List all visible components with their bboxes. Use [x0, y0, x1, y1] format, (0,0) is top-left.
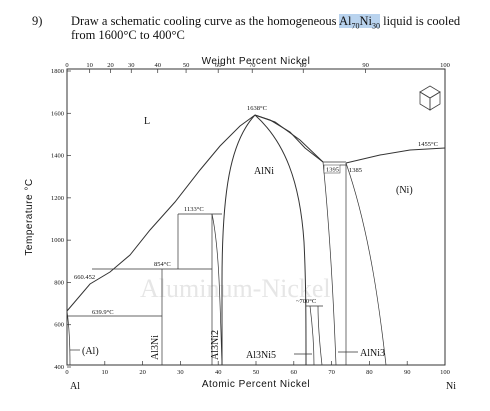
label-liquid: L — [144, 116, 150, 127]
bottom-tick-label: 70 — [328, 369, 335, 376]
top-axis-title: Weight Percent Nickel — [202, 56, 311, 67]
highlighted-composition: Al70Ni30 — [338, 14, 380, 31]
temp-639: 639.9°C — [92, 309, 114, 316]
left-element-label: Al — [70, 381, 80, 392]
alni-left-boundary — [221, 114, 256, 365]
top-tick-label: 50 — [183, 62, 190, 69]
temp-1455: 1455°C — [418, 141, 438, 148]
temp-854: 854°C — [154, 261, 171, 268]
ni-solvus — [345, 162, 387, 366]
y-tick-label: 1200 — [51, 195, 64, 202]
top-tick-label: 20 — [107, 62, 114, 69]
y-axis-title: Temperature °C — [24, 178, 35, 255]
alni-liquid-boundary-right — [254, 114, 324, 163]
plot-frame — [66, 68, 446, 366]
label-al3ni5: Al3Ni5 — [246, 350, 276, 361]
bottom-tick-label: 40 — [215, 369, 222, 376]
label-al3ni2: Al3Ni2 — [210, 330, 221, 360]
label-ni-phase: (Ni) — [396, 185, 413, 196]
top-tick-label: 40 — [154, 62, 161, 69]
box-1395 — [323, 164, 341, 174]
question-number: 9) — [32, 14, 43, 28]
liquidus-ni-side — [345, 147, 446, 164]
bottom-tick-label: 90 — [404, 369, 411, 376]
label-alni3: AlNi3 — [360, 348, 385, 359]
y-tick-label: 600 — [54, 322, 64, 329]
bottom-tick-label: 10 — [102, 369, 109, 376]
al3ni2-right-curve — [211, 213, 223, 366]
al3ni5-left-curve — [309, 305, 315, 366]
top-tick-label: 0 — [65, 62, 68, 69]
bottom-axis-title: Atomic Percent Nickel — [202, 379, 310, 390]
top-axis-ticks: 0 10 20 30 40 50 60 70 80 90 100 — [65, 62, 450, 73]
y-tick-label: 1400 — [51, 153, 64, 160]
y-tick-label: 400 — [54, 364, 64, 371]
y-tick-label: 1600 — [51, 110, 64, 117]
y-tick-label: 800 — [54, 279, 64, 286]
bottom-tick-label: 100 — [440, 369, 450, 376]
bottom-tick-label: 80 — [366, 369, 373, 376]
temp-660: 660.452 — [74, 274, 95, 281]
question-line-2: from 1600°C to 400°C — [71, 28, 185, 42]
question-text-after: liquid is cooled — [379, 14, 461, 28]
bottom-axis-ticks: 0 10 20 30 40 50 60 70 80 90 100 — [65, 361, 450, 376]
phase-diagram: Aluminum-Nickel Weight Percent Nickel At… — [24, 56, 456, 392]
label-al3ni: Al3Ni — [150, 335, 161, 360]
top-tick-label: 60 — [215, 62, 222, 69]
bottom-tick-label: 60 — [291, 369, 298, 376]
bottom-tick-label: 30 — [177, 369, 184, 376]
question-body: Draw a schematic cooling curve as the ho… — [71, 14, 471, 42]
label-al-phase: (Al) — [82, 346, 99, 357]
label-alni: AlNi — [254, 166, 274, 177]
watermark-text: Aluminum-Nickel — [140, 274, 331, 303]
alni3-left-curve — [322, 161, 337, 366]
temp-700: ~700°C — [296, 298, 316, 305]
temp-1638: 1638°C — [247, 105, 267, 112]
y-tick-label: 1800 — [51, 68, 64, 75]
al-solvus — [66, 310, 71, 366]
top-tick-label: 100 — [440, 62, 450, 69]
top-tick-label: 10 — [86, 62, 93, 69]
right-element-label: Ni — [446, 381, 456, 392]
temp-1133: 1133°C — [184, 206, 204, 213]
alni-right-boundary — [254, 114, 307, 366]
bottom-tick-label: 50 — [253, 369, 260, 376]
cube-logo — [419, 85, 441, 111]
top-tick-label: 90 — [362, 62, 369, 69]
y-axis-ticks: 400 600 800 1000 1200 1400 1600 1800 — [51, 68, 71, 371]
temp-1385: 1385 — [349, 167, 362, 174]
al3ni5-right-curve — [317, 305, 323, 366]
bottom-tick-label: 0 — [65, 369, 68, 376]
top-tick-label: 70 — [249, 62, 256, 69]
question-text-before: Draw a schematic cooling curve as the ho… — [71, 14, 339, 28]
y-tick-label: 1000 — [51, 237, 64, 244]
bottom-tick-label: 20 — [139, 369, 146, 376]
temp-1395: 1395 — [326, 167, 339, 174]
top-tick-label: 30 — [128, 62, 135, 69]
top-tick-label: 80 — [300, 62, 307, 69]
